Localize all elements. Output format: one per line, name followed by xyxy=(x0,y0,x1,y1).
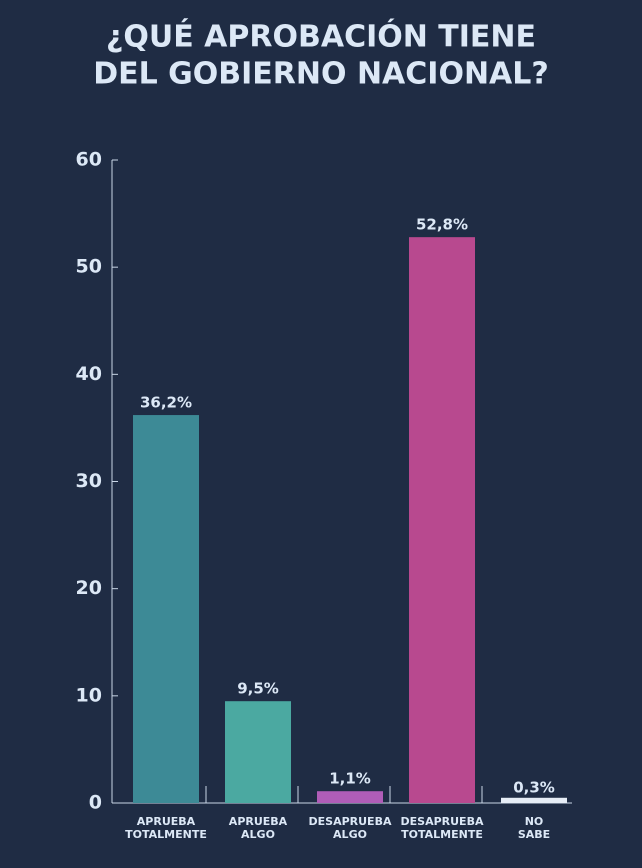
bar xyxy=(317,791,383,803)
data-label: 52,8% xyxy=(416,216,468,234)
bar xyxy=(501,797,567,803)
x-tick-label: DESAPRUEBA TOTALMENTE xyxy=(400,815,484,841)
x-tick-label: NO SABE xyxy=(517,815,551,841)
y-tick-label: 10 xyxy=(76,684,102,706)
y-tick-label: 30 xyxy=(76,470,102,492)
data-label: 36,2% xyxy=(140,394,192,412)
chart-title: DEL GOBIERNO NACIONAL? xyxy=(93,57,549,92)
bar xyxy=(409,237,475,803)
y-tick-label: 60 xyxy=(76,149,102,171)
data-label: 9,5% xyxy=(237,680,279,698)
x-tick-label: DESAPRUEBA ALGO xyxy=(308,815,392,841)
y-tick-label: 40 xyxy=(76,363,102,385)
bar xyxy=(133,415,199,803)
y-tick-label: 50 xyxy=(76,256,102,278)
x-tick-label: APRUEBA ALGO xyxy=(228,815,288,841)
data-label: 0,3% xyxy=(513,778,555,796)
y-tick-label: 0 xyxy=(89,792,102,814)
data-label: 1,1% xyxy=(329,770,371,788)
bar xyxy=(225,701,291,803)
x-tick-label: APRUEBA TOTALMENTE xyxy=(125,815,207,841)
chart-title: ¿QUÉ APROBACIÓN TIENE xyxy=(106,18,536,55)
y-tick-label: 20 xyxy=(76,577,102,599)
